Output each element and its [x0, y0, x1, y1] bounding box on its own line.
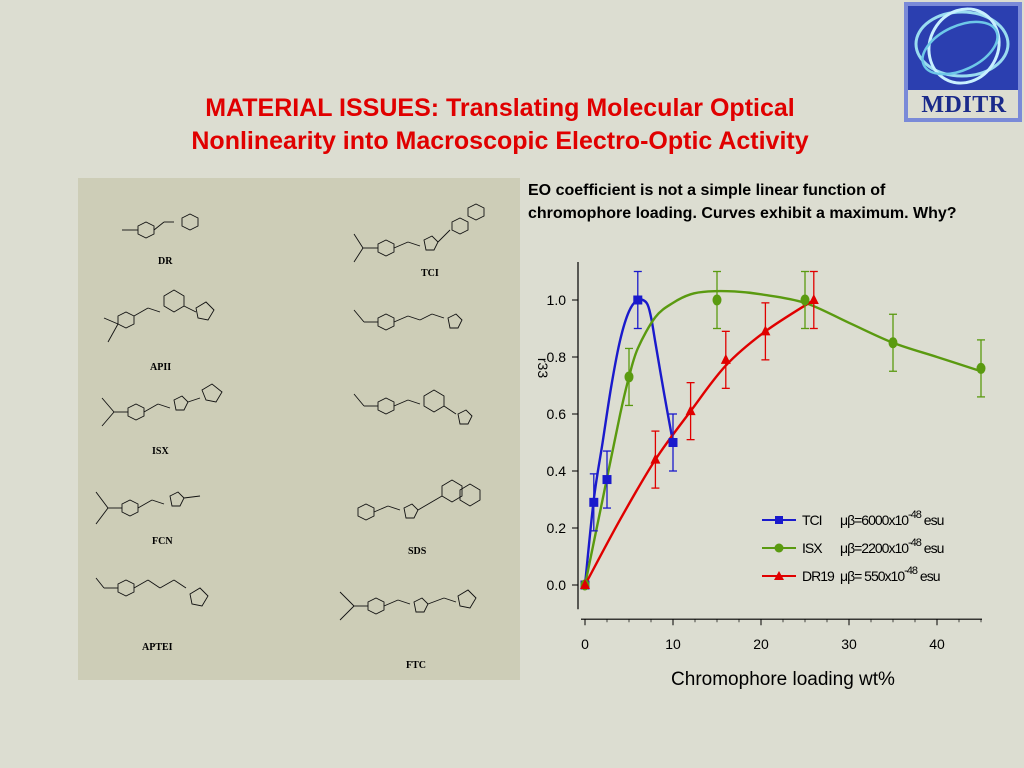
structure-aptei	[95, 577, 209, 607]
y-tick-label: 0.8	[547, 349, 567, 365]
chart-axes: 0.0 0.2 0.4 0.6 0.8 1.0 0 10 20 30 40	[547, 262, 982, 652]
dr19-point	[650, 453, 661, 464]
x-tick-label: 30	[841, 636, 857, 652]
isx-point	[888, 337, 898, 349]
x-tick-label: 20	[753, 636, 769, 652]
y-axis-label: r33	[535, 358, 551, 378]
structure-apii	[103, 289, 215, 343]
title-line-1: MATERIAL ISSUES: Translating Molecular O…	[205, 94, 795, 122]
dr19-legend-marker	[774, 571, 784, 580]
y-tick-label: 0.6	[547, 406, 567, 422]
tci-curve	[583, 298, 675, 586]
isx-legend-text: ISX μβ=2200x10-48 esu	[802, 537, 944, 556]
structures-drawing: DR TCI APII ISX FCN SDS APTEI FTC	[95, 203, 485, 671]
dr19-point	[720, 353, 731, 364]
tci-point	[589, 497, 599, 507]
dr19-point	[685, 405, 696, 416]
structure-dr	[122, 213, 199, 239]
dr19-point	[760, 325, 771, 336]
isx-point	[800, 294, 810, 306]
chemical-structures-panel: DR TCI APII ISX FCN SDS APTEI FTC	[78, 178, 520, 680]
isx-curve	[583, 289, 982, 586]
dr19-point	[808, 294, 819, 304]
structure-label-aptei: APTEI	[142, 642, 173, 653]
dr19-legend-text: DR19 μβ= 550x10-48 esu	[802, 565, 940, 584]
isx-point	[624, 371, 634, 383]
isx-point	[712, 294, 722, 306]
structure-label-fcn: FCN	[152, 536, 173, 547]
structure-ftc	[339, 589, 477, 621]
structure-tci	[353, 203, 485, 263]
tci-legend-text: TCI μβ=6000x10-48 esu	[802, 509, 944, 528]
structure-label-sds: SDS	[408, 546, 427, 557]
chart-legend: TCI μβ=6000x10-48 esu ISX μβ=2200x10-48 esu…	[762, 509, 945, 584]
tci-point	[602, 475, 612, 485]
structure-isx	[101, 383, 223, 427]
tci-legend-marker	[775, 516, 783, 524]
title-line-2: Nonlinearity into Macroscopic Electro-Op…	[191, 127, 809, 155]
structure-label-ftc: FTC	[406, 660, 426, 671]
y-tick-label: 1.0	[547, 292, 567, 308]
eo-chart: 0.0 0.2 0.4 0.6 0.8 1.0 0 10 20 30 40 TCI μβ=6000x1…	[520, 250, 990, 700]
tci-point	[668, 438, 678, 447]
y-tick-label: 0.0	[547, 577, 567, 593]
structure-label-isx: ISX	[152, 446, 169, 457]
structure-right-2	[353, 309, 463, 331]
structure-label-apii: APII	[150, 362, 171, 373]
mditr-logo	[904, 2, 1022, 122]
chart-svg: 0.0 0.2 0.4 0.6 0.8 1.0 0 10 20 30 40 TCI μβ=6000x1…	[535, 262, 986, 690]
structure-fcn	[95, 491, 201, 525]
y-tick-label: 0.4	[547, 463, 567, 479]
x-tick-label: 10	[665, 636, 681, 652]
caption-text: EO coefficient is not a simple linear fu…	[528, 182, 957, 222]
structure-label-tci: TCI	[421, 268, 439, 279]
tci-point	[633, 295, 643, 305]
slide-title: MATERIAL ISSUES: Translating Molecular O…	[120, 92, 880, 158]
isx-legend-marker	[774, 543, 784, 553]
isx-point	[976, 362, 986, 374]
x-tick-label: 40	[929, 636, 945, 652]
dr19-point	[580, 579, 590, 589]
structure-right-3	[353, 389, 473, 425]
x-axis-label: Chromophore loading wt%	[671, 669, 895, 690]
y-tick-label: 0.2	[547, 520, 567, 536]
structure-sds	[357, 479, 481, 521]
chart-points	[580, 270, 986, 591]
logo-rings-icon	[904, 2, 1022, 122]
structure-label-dr: DR	[158, 256, 173, 267]
x-tick-label: 0	[581, 636, 589, 652]
logo-text: MDITR	[921, 92, 1007, 118]
